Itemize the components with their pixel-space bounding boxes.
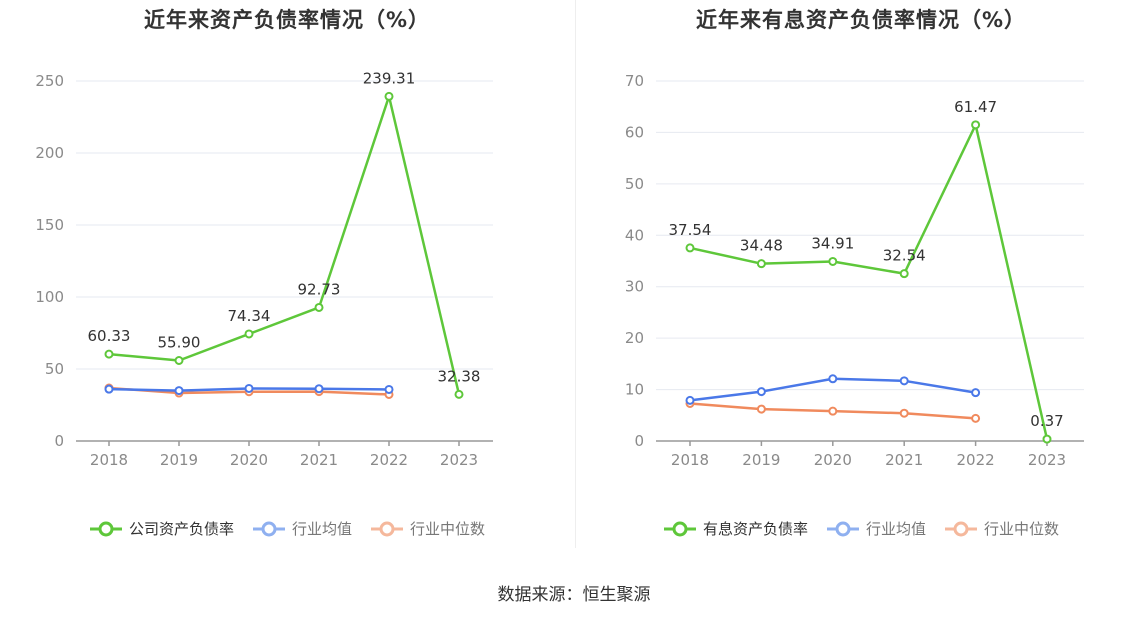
data-point[interactable] bbox=[246, 385, 253, 392]
x-tick-label: 2023 bbox=[440, 451, 478, 469]
legend-label: 行业中位数 bbox=[410, 518, 485, 539]
data-point[interactable] bbox=[972, 121, 979, 128]
legend-line-icon bbox=[663, 521, 697, 537]
data-label: 0.37 bbox=[1030, 412, 1063, 430]
legend-item-company[interactable]: 有息资产负债率 bbox=[663, 518, 808, 539]
legend-item-industry-median[interactable]: 行业中位数 bbox=[370, 518, 485, 539]
data-label: 37.54 bbox=[669, 221, 712, 239]
data-label: 34.48 bbox=[740, 237, 783, 255]
data-point[interactable] bbox=[246, 330, 253, 337]
y-tick-label: 30 bbox=[625, 278, 644, 296]
chart-panel-interest-bearing-debt-ratio: 近年来有息资产负债率情况（%） 0 10 20 30 40 50 60 70 2018 2019 2… bbox=[574, 0, 1148, 560]
x-tick-label: 2022 bbox=[957, 451, 995, 469]
interest-bearing-debt-ratio-chart: 0 10 20 30 40 50 60 70 2018 2019 2020 2021 2022 2023 3… bbox=[574, 0, 1148, 500]
legend-item-industry-median[interactable]: 行业中位数 bbox=[944, 518, 1059, 539]
x-tick-label: 2019 bbox=[742, 451, 780, 469]
legend-line-icon bbox=[826, 521, 860, 537]
y-tick-label: 40 bbox=[625, 226, 644, 244]
series-line-0 bbox=[690, 125, 1047, 439]
data-point[interactable] bbox=[758, 388, 765, 395]
data-point[interactable] bbox=[316, 304, 323, 311]
data-label: 61.47 bbox=[954, 98, 997, 116]
x-tick-label: 2020 bbox=[230, 451, 268, 469]
data-point[interactable] bbox=[106, 386, 113, 393]
legend: 公司资产负债率 行业均值 行业中位数 bbox=[0, 518, 574, 539]
data-point[interactable] bbox=[106, 351, 113, 358]
data-point[interactable] bbox=[687, 397, 694, 404]
data-label: 74.34 bbox=[228, 307, 271, 325]
x-tick-label: 2021 bbox=[300, 451, 338, 469]
data-point[interactable] bbox=[758, 406, 765, 413]
data-point[interactable] bbox=[1044, 436, 1051, 443]
x-tick-label: 2020 bbox=[814, 451, 852, 469]
data-point[interactable] bbox=[456, 391, 463, 398]
legend-label: 公司资产负债率 bbox=[129, 518, 234, 539]
x-tick-label: 2018 bbox=[671, 451, 709, 469]
legend-line-icon bbox=[370, 521, 404, 537]
x-tick-label: 2022 bbox=[370, 451, 408, 469]
y-tick-label: 50 bbox=[625, 175, 644, 193]
data-point[interactable] bbox=[176, 387, 183, 394]
y-tick-label: 0 bbox=[54, 432, 64, 450]
legend: 有息资产负债率 行业均值 行业中位数 bbox=[574, 518, 1148, 539]
data-point[interactable] bbox=[901, 410, 908, 417]
legend-line-icon bbox=[252, 521, 286, 537]
y-tick-label: 200 bbox=[35, 144, 64, 162]
legend-item-company[interactable]: 公司资产负债率 bbox=[89, 518, 234, 539]
data-point[interactable] bbox=[687, 244, 694, 251]
data-point[interactable] bbox=[972, 389, 979, 396]
y-tick-label: 50 bbox=[45, 360, 64, 378]
legend-label: 有息资产负债率 bbox=[703, 518, 808, 539]
data-point[interactable] bbox=[316, 385, 323, 392]
data-label: 239.31 bbox=[363, 69, 416, 87]
data-label: 32.38 bbox=[438, 367, 481, 385]
y-tick-label: 60 bbox=[625, 123, 644, 141]
x-tick-label: 2023 bbox=[1028, 451, 1066, 469]
y-tick-label: 10 bbox=[625, 381, 644, 399]
x-tick-label: 2021 bbox=[885, 451, 923, 469]
legend-line-icon bbox=[89, 521, 123, 537]
legend-item-industry-average[interactable]: 行业均值 bbox=[826, 518, 926, 539]
y-tick-label: 20 bbox=[625, 329, 644, 347]
legend-label: 行业均值 bbox=[292, 518, 352, 539]
data-label: 55.90 bbox=[158, 334, 201, 352]
data-point[interactable] bbox=[386, 386, 393, 393]
y-tick-label: 150 bbox=[35, 216, 64, 234]
data-point[interactable] bbox=[829, 408, 836, 415]
legend-item-industry-average[interactable]: 行业均值 bbox=[252, 518, 352, 539]
data-label: 92.73 bbox=[298, 280, 341, 298]
data-point[interactable] bbox=[829, 258, 836, 265]
legend-line-icon bbox=[944, 521, 978, 537]
y-tick-label: 0 bbox=[634, 432, 644, 450]
x-tick-label: 2018 bbox=[90, 451, 128, 469]
debt-ratio-chart: 0 50 100 150 200 250 2018 2019 2020 2021 2022 2023 6… bbox=[0, 0, 574, 500]
data-point[interactable] bbox=[901, 270, 908, 277]
chart-panel-debt-ratio: 近年来资产负债率情况（%） 0 50 100 150 200 250 2018 2019 202… bbox=[0, 0, 574, 560]
legend-label: 行业均值 bbox=[866, 518, 926, 539]
data-label: 34.91 bbox=[811, 234, 854, 252]
data-source-label: 数据来源：恒生聚源 bbox=[0, 580, 1148, 605]
data-point[interactable] bbox=[386, 93, 393, 100]
data-point[interactable] bbox=[901, 377, 908, 384]
data-point[interactable] bbox=[176, 357, 183, 364]
data-label: 32.54 bbox=[883, 247, 926, 265]
data-point[interactable] bbox=[758, 260, 765, 267]
x-tick-label: 2019 bbox=[160, 451, 198, 469]
data-label: 60.33 bbox=[88, 327, 131, 345]
y-tick-label: 70 bbox=[625, 72, 644, 90]
y-tick-label: 100 bbox=[35, 288, 64, 306]
y-tick-label: 250 bbox=[35, 72, 64, 90]
data-point[interactable] bbox=[972, 415, 979, 422]
legend-label: 行业中位数 bbox=[984, 518, 1059, 539]
data-point[interactable] bbox=[829, 375, 836, 382]
